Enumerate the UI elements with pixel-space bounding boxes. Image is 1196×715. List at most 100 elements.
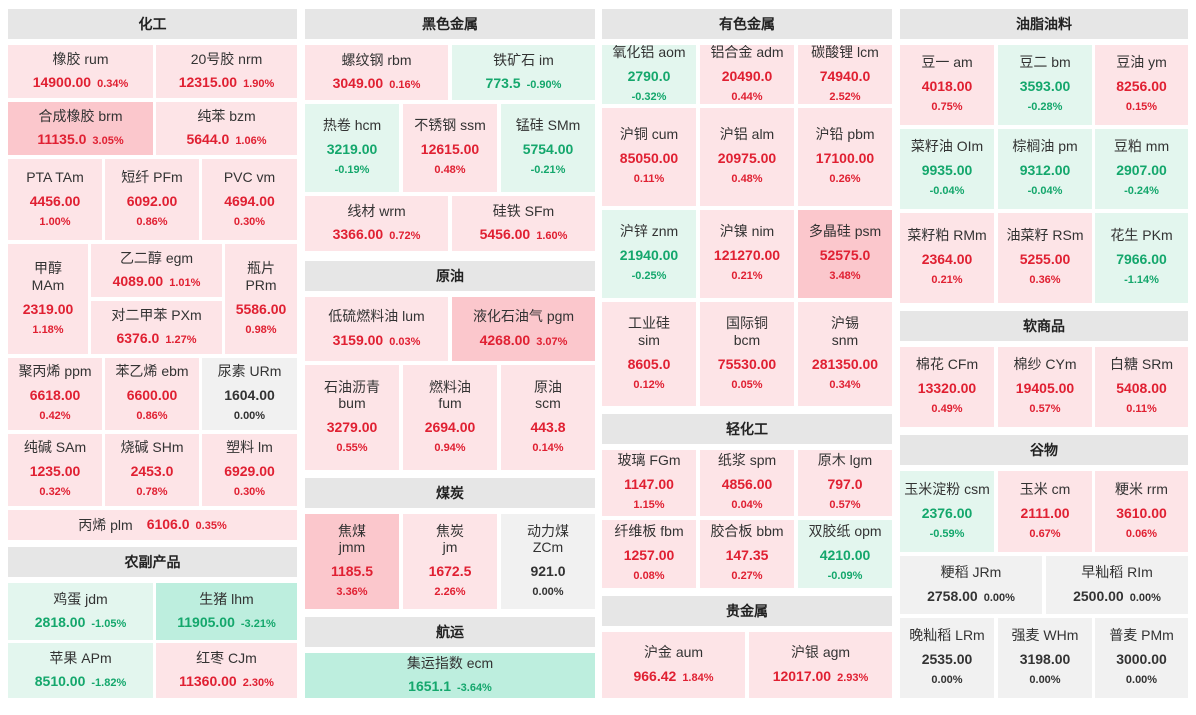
commodity-tile[interactable]: 菜籽粕 RMm 2364.00 0.21% bbox=[900, 213, 994, 303]
commodity-tile[interactable]: 豆一 am 4018.00 0.75% bbox=[900, 45, 994, 125]
commodity-tile[interactable]: 氧化铝 aom 2790.0 -0.32% bbox=[602, 45, 696, 104]
commodity-tile[interactable]: 白糖 SRm 5408.00 0.11% bbox=[1095, 347, 1188, 427]
commodity-tile[interactable]: 短纤 PFm 6092.00 0.86% bbox=[105, 159, 199, 240]
commodity-tile[interactable]: 燃料油 fum 2694.00 0.94% bbox=[403, 365, 497, 470]
commodity-tile[interactable]: 石油沥青 bum 3279.00 0.55% bbox=[305, 365, 399, 470]
commodity-tile[interactable]: 红枣 CJm 11360.00 2.30% bbox=[156, 643, 297, 698]
commodity-tile[interactable]: 早籼稻 RIm 2500.00 0.00% bbox=[1046, 556, 1188, 614]
change-row: 0.94% bbox=[434, 437, 465, 456]
commodity-tile[interactable]: 棕榈油 pm 9312.00 -0.04% bbox=[998, 129, 1092, 209]
commodity-tile[interactable]: 沪镍 nim 121270.00 0.21% bbox=[700, 210, 794, 298]
change-row: 0.27% bbox=[731, 565, 762, 584]
commodity-tile[interactable]: 国际铜 bcm 75530.00 0.05% bbox=[700, 302, 794, 406]
commodity-tile[interactable]: 乙二醇 egm 4089.00 1.01% bbox=[91, 244, 222, 297]
commodity-tile[interactable]: 沪锡 snm 281350.00 0.34% bbox=[798, 302, 892, 406]
commodity-change: 2.26% bbox=[434, 586, 466, 599]
commodity-tile[interactable]: 苯乙烯 ebm 6600.00 0.86% bbox=[105, 358, 199, 430]
commodity-tile[interactable]: 棉花 CFm 13320.00 0.49% bbox=[900, 347, 994, 427]
commodity-tile[interactable]: 烧碱 SHm 2453.0 0.78% bbox=[105, 434, 199, 506]
commodity-tile[interactable]: 低硫燃料油 lum 3159.00 0.03% bbox=[305, 297, 448, 361]
commodity-tile[interactable]: 玻璃 FGm 1147.00 1.15% bbox=[602, 450, 696, 516]
commodity-tile[interactable]: 集运指数 ecm 1651.1 -3.64% bbox=[305, 653, 595, 698]
commodity-tile[interactable]: 塑料 lm 6929.00 0.30% bbox=[202, 434, 297, 506]
commodity-tile[interactable]: 螺纹钢 rbm 3049.00 0.16% bbox=[305, 45, 448, 100]
commodity-name: 焦煤 bbox=[338, 522, 366, 539]
commodity-tile[interactable]: 20号胶 nrm 12315.00 1.90% bbox=[156, 45, 297, 98]
commodity-tile[interactable]: 沪铝 alm 20975.00 0.48% bbox=[700, 108, 794, 206]
commodity-tile[interactable]: 粳稻 JRm 2758.00 0.00% bbox=[900, 556, 1042, 614]
commodity-tile[interactable]: 豆油 ym 8256.00 0.15% bbox=[1095, 45, 1188, 125]
commodity-tile[interactable]: 焦炭 jm 1672.5 2.26% bbox=[403, 514, 497, 609]
commodity-tile[interactable]: 尿素 URm 1604.00 0.00% bbox=[202, 358, 297, 430]
commodity-tile[interactable]: 鸡蛋 jdm 2818.00 -1.05% bbox=[8, 583, 153, 640]
commodity-tile[interactable]: 纯苯 bzm 5644.0 1.06% bbox=[156, 102, 297, 155]
value-row: 11905.00 -3.21% bbox=[177, 613, 275, 632]
commodity-tile[interactable]: 铁矿石 im 773.5 -0.90% bbox=[452, 45, 595, 100]
commodity-change: -0.21% bbox=[530, 164, 566, 177]
commodity-tile[interactable]: 碳酸锂 lcm 74940.0 2.52% bbox=[798, 45, 892, 104]
commodity-tile[interactable]: 沪铜 cum 85050.00 0.11% bbox=[602, 108, 696, 206]
commodity-tile[interactable]: 粳米 rrm 3610.00 0.06% bbox=[1095, 471, 1188, 552]
commodity-price: 19405.00 bbox=[1015, 380, 1075, 397]
commodity-tile[interactable]: 纯碱 SAm 1235.00 0.32% bbox=[8, 434, 102, 506]
commodity-tile[interactable]: 动力煤 ZCm 921.0 0.00% bbox=[501, 514, 595, 609]
commodity-tile[interactable]: 玉米淀粉 csm 2376.00 -0.59% bbox=[900, 471, 994, 552]
commodity-name: 双胶纸 opm bbox=[808, 523, 882, 540]
commodity-tile[interactable]: 线材 wrm 3366.00 0.72% bbox=[305, 196, 448, 251]
commodity-tile[interactable]: 焦煤 jmm 1185.5 3.36% bbox=[305, 514, 399, 609]
commodity-tile[interactable]: 油菜籽 RSm 5255.00 0.36% bbox=[998, 213, 1092, 303]
commodity-name: 普麦 PMm bbox=[1109, 627, 1174, 644]
commodity-tile[interactable]: 合成橡胶 brm 11135.0 3.05% bbox=[8, 102, 153, 155]
commodity-tile[interactable]: 花生 PKm 7966.00 -1.14% bbox=[1095, 213, 1188, 303]
commodity-tile[interactable]: 棉纱 CYm 19405.00 0.57% bbox=[998, 347, 1092, 427]
commodity-change: 0.57% bbox=[1029, 403, 1061, 416]
commodity-tile[interactable]: 纸浆 spm 4856.00 0.04% bbox=[700, 450, 794, 516]
commodity-tile[interactable]: 沪银 agm 12017.00 2.93% bbox=[749, 632, 892, 698]
commodity-price: 14900.00 bbox=[32, 74, 92, 91]
commodity-tile[interactable]: 聚丙烯 ppm 6618.00 0.42% bbox=[8, 358, 102, 430]
commodity-tile[interactable]: 橡胶 rum 14900.00 0.34% bbox=[8, 45, 153, 98]
commodity-tile[interactable]: 不锈钢 ssm 12615.00 0.48% bbox=[403, 104, 497, 192]
commodity-tile[interactable]: 硅铁 SFm 5456.00 1.60% bbox=[452, 196, 595, 251]
commodity-tile[interactable]: PVC vm 4694.00 0.30% bbox=[202, 159, 297, 240]
commodity-name: 菜籽油 OIm bbox=[910, 138, 984, 155]
commodity-tile[interactable]: 豆二 bm 3593.00 -0.28% bbox=[998, 45, 1092, 125]
commodity-tile[interactable]: 豆粕 mm 2907.00 -0.24% bbox=[1095, 129, 1188, 209]
commodity-tile[interactable]: 丙烯 plm 6106.0 0.35% bbox=[8, 510, 297, 540]
commodity-name: 20号胶 nrm bbox=[190, 50, 263, 67]
value-row: 5644.0 1.06% bbox=[186, 130, 266, 149]
commodity-tile[interactable]: 晚籼稻 LRm 2535.00 0.00% bbox=[900, 618, 994, 698]
commodity-tile[interactable]: 菜籽油 OIm 9935.00 -0.04% bbox=[900, 129, 994, 209]
commodity-tile[interactable]: 生猪 lhm 11905.00 -3.21% bbox=[156, 583, 297, 640]
commodity-tile[interactable]: 铝合金 adm 20490.0 0.44% bbox=[700, 45, 794, 104]
commodity-tile[interactable]: 工业硅 sim 8605.0 0.12% bbox=[602, 302, 696, 406]
commodity-tile[interactable]: PTA TAm 4456.00 1.00% bbox=[8, 159, 102, 240]
commodity-tile[interactable]: 沪铅 pbm 17100.00 0.26% bbox=[798, 108, 892, 206]
commodity-tile[interactable]: 锰硅 SMm 5754.00 -0.21% bbox=[501, 104, 595, 192]
change-row: 0.00% bbox=[1126, 669, 1157, 688]
commodity-tile[interactable]: 甲醇 MAm 2319.00 1.18% bbox=[8, 244, 88, 354]
commodity-tile[interactable]: 沪金 aum 966.42 1.84% bbox=[602, 632, 745, 698]
change-row: -0.28% bbox=[1028, 96, 1063, 115]
commodity-tile[interactable]: 热卷 hcm 3219.00 -0.19% bbox=[305, 104, 399, 192]
commodity-tile[interactable]: 强麦 WHm 3198.00 0.00% bbox=[998, 618, 1092, 698]
commodity-tile[interactable]: 纤维板 fbm 1257.00 0.08% bbox=[602, 520, 696, 588]
commodity-tile[interactable]: 原木 lgm 797.0 0.57% bbox=[798, 450, 892, 516]
commodity-tile[interactable]: 胶合板 bbm 147.35 0.27% bbox=[700, 520, 794, 588]
commodity-tile[interactable]: 对二甲苯 PXm 6376.0 1.27% bbox=[91, 301, 222, 354]
commodity-price: 6376.0 bbox=[116, 330, 160, 347]
commodity-change: 0.67% bbox=[1029, 527, 1061, 540]
price-row: 2111.00 bbox=[1020, 504, 1069, 523]
commodity-name: 玻璃 FGm bbox=[617, 452, 681, 469]
price-row: 5408.00 bbox=[1116, 379, 1167, 398]
commodity-tile[interactable]: 瓶片 PRm 5586.00 0.98% bbox=[225, 244, 297, 354]
commodity-tile[interactable]: 原油 scm 443.8 0.14% bbox=[501, 365, 595, 470]
commodity-name: 粳米 rrm bbox=[1115, 480, 1168, 497]
commodity-tile[interactable]: 多晶硅 psm 52575.0 3.48% bbox=[798, 210, 892, 298]
commodity-tile[interactable]: 苹果 APm 8510.00 -1.82% bbox=[8, 643, 153, 698]
commodity-tile[interactable]: 玉米 cm 2111.00 0.67% bbox=[998, 471, 1092, 552]
commodity-tile[interactable]: 液化石油气 pgm 4268.00 3.07% bbox=[452, 297, 595, 361]
commodity-tile[interactable]: 沪锌 znm 21940.00 -0.25% bbox=[602, 210, 696, 298]
commodity-tile[interactable]: 双胶纸 opm 4210.00 -0.09% bbox=[798, 520, 892, 588]
commodity-tile[interactable]: 普麦 PMm 3000.00 0.00% bbox=[1095, 618, 1188, 698]
